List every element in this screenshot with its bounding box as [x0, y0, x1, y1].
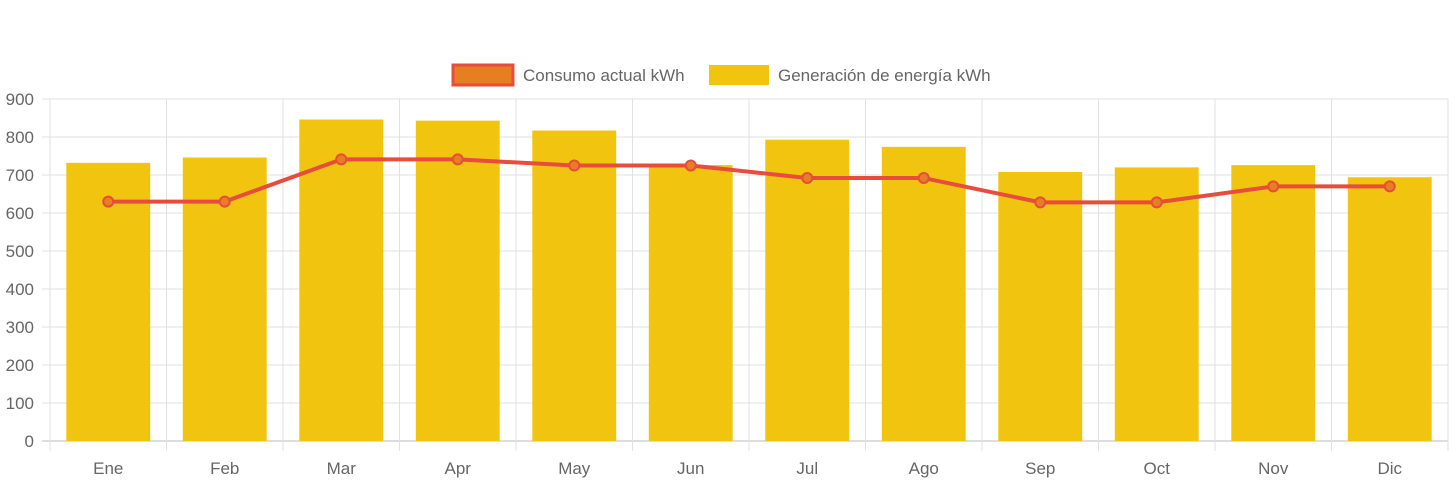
y-tick-label: 300 [6, 318, 34, 337]
line-consumo-path [108, 157, 1390, 205]
point-consumo-jun[interactable] [684, 159, 697, 172]
point-consumo-nov[interactable] [1267, 180, 1280, 193]
x-tick-label: Sep [1025, 459, 1055, 478]
legend[interactable]: Consumo actual kWh Generación de energía… [451, 63, 991, 87]
x-tick-label: Feb [210, 459, 239, 478]
point-consumo-apr[interactable] [451, 153, 464, 166]
bar-generacion-jul[interactable] [765, 139, 850, 441]
bar-generacion-may[interactable] [532, 130, 617, 442]
x-tick-label: Ago [909, 459, 939, 478]
bar-generacion-mar[interactable] [299, 119, 384, 442]
point-consumo-dic[interactable] [1383, 180, 1396, 193]
bar-series-generacion [66, 119, 1432, 442]
bar-generacion-jun[interactable] [648, 165, 733, 441]
point-consumo-ago[interactable] [917, 172, 930, 185]
point-consumo-feb[interactable] [218, 195, 231, 208]
y-tick-label: 0 [25, 432, 34, 451]
y-tick-label: 400 [6, 280, 34, 299]
x-tick-label: Jul [796, 459, 818, 478]
bar-generacion-ene[interactable] [66, 162, 151, 441]
point-consumo-sep[interactable] [1034, 196, 1047, 209]
x-tick-label: Ene [93, 459, 123, 478]
legend-label-generacion[interactable]: Generación de energía kWh [778, 66, 991, 85]
line-series-consumo [102, 153, 1396, 209]
legend-swatch-consumo[interactable] [451, 63, 515, 87]
y-tick-label: 900 [6, 90, 34, 109]
y-tick-label: 800 [6, 128, 34, 147]
bar-generacion-nov[interactable] [1231, 165, 1316, 441]
point-consumo-jul[interactable] [801, 172, 814, 185]
x-axis: Ene Feb Mar Apr May Jun Jul Ago Sep Oct Nov Dic [93, 459, 1402, 478]
y-tick-label: 700 [6, 166, 34, 185]
point-consumo-mar[interactable] [335, 153, 348, 166]
y-tick-label: 200 [6, 356, 34, 375]
bar-generacion-sep[interactable] [998, 171, 1083, 441]
bar-generacion-dic[interactable] [1347, 177, 1432, 441]
point-consumo-may[interactable] [568, 159, 581, 172]
y-tick-label: 500 [6, 242, 34, 261]
x-tick-label: May [558, 459, 591, 478]
gridlines [42, 98, 1449, 451]
y-tick-label: 100 [6, 394, 34, 413]
x-tick-label: Jun [677, 459, 704, 478]
bar-generacion-ago[interactable] [881, 146, 966, 441]
x-tick-label: Oct [1144, 459, 1171, 478]
x-tick-label: Dic [1377, 459, 1402, 478]
y-tick-label: 600 [6, 204, 34, 223]
bar-generacion-apr[interactable] [415, 120, 500, 441]
legend-label-consumo[interactable]: Consumo actual kWh [523, 66, 685, 85]
x-tick-label: Apr [445, 459, 472, 478]
bar-generacion-oct[interactable] [1114, 167, 1199, 441]
legend-swatch-generacion[interactable] [709, 65, 769, 85]
point-consumo-ene[interactable] [102, 195, 115, 208]
y-axis: 0 100 200 300 400 500 600 700 800 900 [6, 90, 34, 451]
point-consumo-oct[interactable] [1150, 196, 1163, 209]
x-tick-label: Nov [1258, 459, 1289, 478]
x-tick-label: Mar [327, 459, 357, 478]
